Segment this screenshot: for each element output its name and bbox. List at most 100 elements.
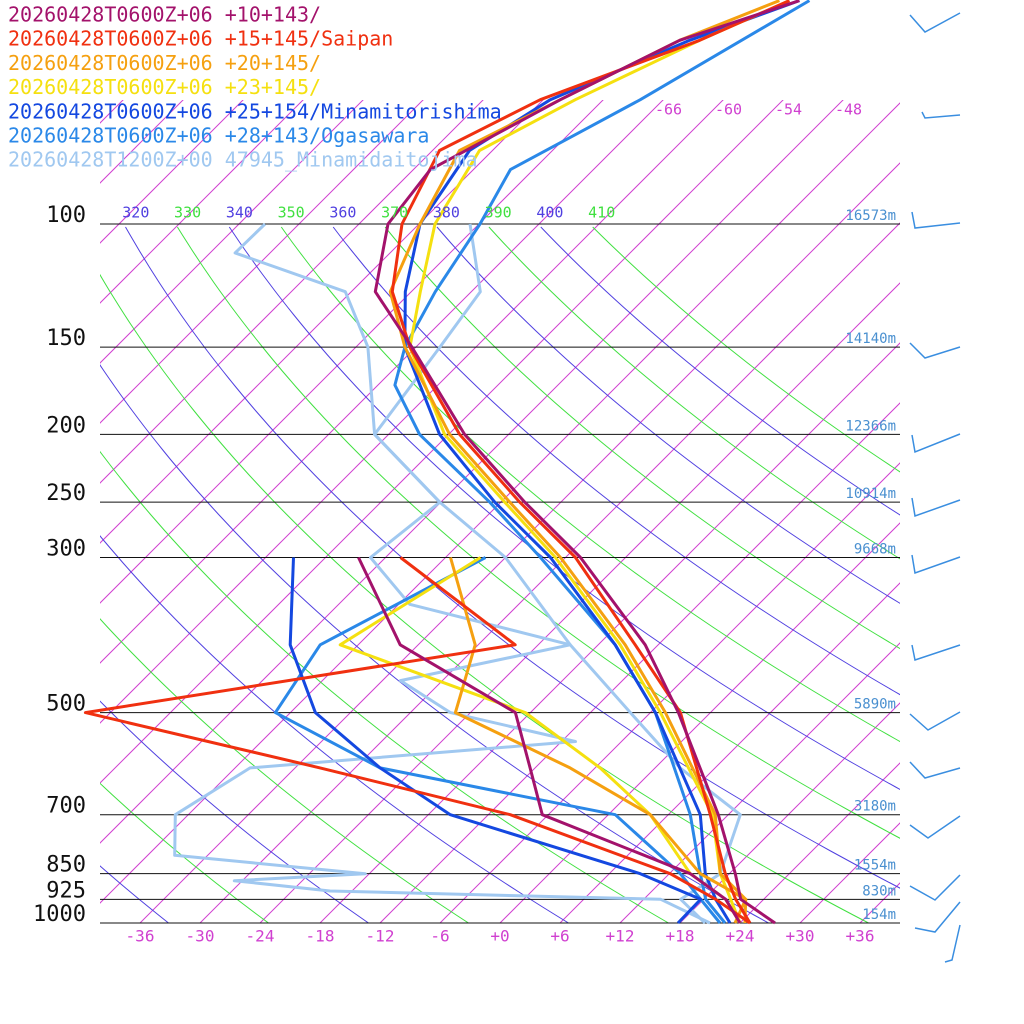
- isotherm: [100, 100, 184, 184]
- x-tick-label: +30: [786, 927, 815, 946]
- dewpoint-line: [357, 556, 742, 924]
- x-tick-label: -18: [306, 927, 335, 946]
- dry-adiabat: [100, 618, 469, 923]
- dry-adiabat: [488, 226, 900, 560]
- temperature-line: [373, 0, 800, 925]
- isotherm: [100, 100, 724, 724]
- isotherm-label: -54: [775, 101, 802, 119]
- height-label: 16573m: [845, 208, 896, 224]
- dry-adiabat: [280, 226, 900, 743]
- legend-entry: 20260428T0600Z+06 +10+143/: [8, 3, 321, 27]
- height-label: 9668m: [854, 542, 896, 558]
- y-tick-label: 500: [46, 692, 86, 717]
- wind-barb: [911, 211, 961, 229]
- isotherm: [499, 522, 900, 923]
- x-tick-label: -24: [246, 927, 275, 946]
- legend-entry: 20260428T0600Z+06 +20+145/: [8, 51, 321, 75]
- wind-barb: [911, 644, 961, 661]
- wind-barbs: [909, 12, 961, 963]
- wind-barb: [911, 554, 961, 575]
- isotherm: [259, 282, 900, 923]
- isotherm: [439, 462, 900, 923]
- dewpoint-line: [83, 556, 751, 925]
- x-tick-label: -12: [366, 927, 395, 946]
- y-tick-label: 850: [46, 853, 86, 878]
- theta-label: 340: [226, 204, 253, 222]
- theta-label: 380: [433, 204, 460, 222]
- wind-barb: [911, 497, 961, 518]
- wind-barb: [909, 761, 961, 779]
- y-tick-label: 300: [46, 537, 86, 562]
- isotherm: [139, 162, 900, 923]
- background-lines: [100, 0, 1024, 924]
- height-label: 1554m: [854, 858, 896, 874]
- isotherm: [100, 100, 484, 484]
- isotherm: [100, 100, 544, 544]
- x-tick-label: -30: [186, 927, 215, 946]
- dewpoint-line: [173, 222, 711, 925]
- temperature-line: [390, 0, 791, 924]
- theta-label: 350: [278, 204, 305, 222]
- dry-adiabat: [100, 535, 569, 923]
- isotherm: [100, 100, 364, 364]
- height-label: 154m: [862, 907, 896, 923]
- isotherm: [379, 402, 900, 923]
- x-tick-label: +12: [606, 927, 635, 946]
- dry-adiabat: [332, 226, 900, 696]
- wind-barb: [909, 711, 961, 731]
- profiles: [83, 0, 811, 925]
- legend-entry: 20260428T0600Z+06 +25+154/Minamitorishim…: [8, 99, 502, 123]
- y-tick-label: 150: [46, 326, 86, 351]
- labels: 320 330 340 350 360 370 380 390 400 410 -66 -60 -54 -…: [8, 3, 896, 946]
- x-tick-label: -6: [430, 927, 449, 946]
- isotherms: [100, 0, 1024, 923]
- legend-entry: 20260428T0600Z+06 +23+145/: [8, 75, 321, 99]
- wind-barb: [909, 342, 961, 359]
- isotherm: [100, 100, 844, 844]
- isotherm: [619, 642, 900, 923]
- theta-label: 410: [588, 204, 615, 222]
- height-label: 5890m: [854, 697, 896, 713]
- wind-barb: [944, 924, 961, 963]
- isotherm: [199, 222, 900, 923]
- theta-label: 330: [174, 204, 201, 222]
- height-label: 14140m: [845, 331, 896, 347]
- isotherm: [799, 822, 900, 923]
- height-label: 830m: [862, 883, 896, 899]
- isotherm: [100, 100, 604, 604]
- isotherm: [100, 100, 244, 244]
- dry-adiabat: [592, 226, 900, 473]
- isotherm-label: -48: [835, 101, 862, 119]
- wind-barb: [909, 12, 961, 33]
- wind-barb: [909, 815, 961, 839]
- dry-adiabat: [228, 226, 900, 790]
- isotherm: [980, 0, 1024, 923]
- x-tick-label: +36: [846, 927, 875, 946]
- isotherm: [739, 762, 900, 923]
- isotherm: [920, 0, 1024, 923]
- dry-adiabat: [100, 782, 269, 923]
- isotherm: [679, 702, 900, 923]
- wind-barb: [921, 111, 961, 119]
- theta-label: 360: [329, 204, 356, 222]
- y-tick-label: 1000: [33, 902, 86, 927]
- isotherm: [100, 100, 304, 304]
- x-tick-label: +6: [550, 927, 569, 946]
- height-label: 3180m: [854, 799, 896, 815]
- temperature-line: [393, 0, 811, 924]
- isotherm: [559, 582, 900, 923]
- dry-adiabats: [100, 226, 900, 923]
- y-tick-label: 700: [46, 794, 86, 819]
- wind-barb: [914, 901, 961, 933]
- y-tick-label: 250: [46, 481, 86, 506]
- isotherm-label: -66: [655, 101, 682, 119]
- theta-label: 320: [122, 204, 149, 222]
- theta-label: 370: [381, 204, 408, 222]
- wind-barb: [909, 874, 961, 901]
- dewpoint-line: [449, 557, 748, 924]
- isotherm: [319, 342, 900, 923]
- y-tick-label: 200: [46, 413, 86, 438]
- theta-label: 400: [536, 204, 563, 222]
- x-tick-label: +18: [666, 927, 695, 946]
- isotherm: [100, 100, 424, 424]
